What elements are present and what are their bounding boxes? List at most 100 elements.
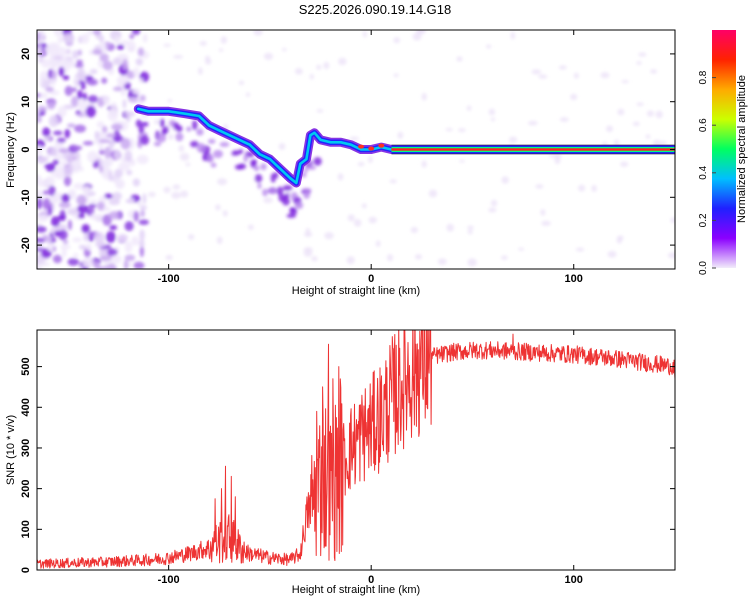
noise-blob [132,178,141,187]
noise-blob [607,250,617,258]
noise-blob [106,263,117,269]
noise-blob [73,253,79,258]
noise-blob [111,123,123,131]
noise-blob [196,128,204,136]
noise-blob [99,144,104,151]
noise-blob [124,254,136,262]
noise-blob [486,44,492,49]
noise-blob [531,69,542,75]
noise-blob [303,248,313,257]
noise-blob [37,116,42,123]
noise-blob [510,31,516,40]
noise-blob [247,224,254,230]
noise-blob [540,209,546,216]
noise-blob [82,140,94,146]
noise-blob [274,171,279,179]
noise-blob [48,115,59,128]
noise-blob [103,193,114,199]
colorbar-tick-label: 0.4 [698,165,709,179]
noise-blob [108,169,113,182]
noise-blob [196,143,206,153]
noise-blob [98,149,105,155]
noise-blob [108,143,114,151]
noise-blob [185,162,191,167]
noise-blob [66,48,71,55]
noise-blob [99,165,104,173]
noise-blob [570,93,578,101]
snr-frame [36,329,676,571]
noise-blob [72,237,82,243]
noise-blob [88,49,94,55]
noise-blob [39,156,50,163]
noise-blob [313,156,322,166]
snr-series-line [37,330,675,569]
noise-blob [72,50,79,60]
noise-blob [316,109,324,113]
noise-blob [188,234,195,240]
noise-blob [39,92,49,99]
noise-blob [112,57,121,66]
noise-blob [90,199,98,205]
noise-blob [74,151,81,161]
noise-blob [538,74,548,79]
noise-blob [37,265,43,269]
noise-blob [309,73,314,80]
noise-blob [191,120,198,131]
noise-blob [61,247,67,258]
noise-blob [488,108,496,116]
noise-blob [324,232,334,240]
noise-blob [107,109,119,122]
noise-blob [650,69,658,74]
colorbar-tick-label: 0.0 [698,261,709,275]
noise-blob [446,223,454,232]
y-tick-label: 20 [20,48,32,60]
y-tick-label: -20 [20,237,32,253]
noise-blob [108,198,121,206]
noise-blob [112,86,123,92]
noise-blob [58,229,68,241]
noise-blob [222,210,228,217]
noise-blob [90,214,103,220]
noise-blob [167,99,173,103]
noise-blob [305,227,311,236]
spectrogram-x-ticks: -100 0 100 [158,30,583,285]
noise-blob [123,259,129,269]
noise-blob [518,247,525,251]
noise-blob [63,60,76,69]
noise-blob [157,133,167,143]
noise-blob [362,31,367,38]
noise-blob [357,161,365,167]
noise-blob [53,130,63,136]
noise-blob [490,199,498,207]
noise-blob [58,201,71,209]
noise-blob [278,142,286,151]
noise-blob [114,149,121,161]
noise-blob [467,258,477,267]
noise-blob [620,161,629,167]
noise-blob [375,240,381,248]
noise-blob [62,239,69,245]
noise-blob [37,189,42,199]
spectrogram-xlabel: Height of straight line (km) [292,285,420,297]
noise-blob [217,178,228,186]
noise-blob [98,247,109,259]
colorbar-tick-label: 0.6 [698,118,709,132]
noise-blob [92,30,102,36]
noise-blob [48,185,56,197]
noise-blob [148,191,156,197]
y-tick-label: 100 [20,520,32,538]
noise-blob [71,87,77,92]
noise-blob [421,160,427,168]
noise-blob [82,257,94,268]
noise-blob [105,231,116,243]
noise-blob [46,44,59,56]
noise-blob [104,156,110,169]
noise-blob [73,182,84,190]
ridge-hotspot [358,144,365,149]
colorbar-gradient [712,30,736,268]
noise-blob [136,154,149,165]
noise-blob [508,136,518,143]
noise-blob [198,67,203,75]
noise-blob [101,46,107,54]
noise-blob [199,41,207,46]
